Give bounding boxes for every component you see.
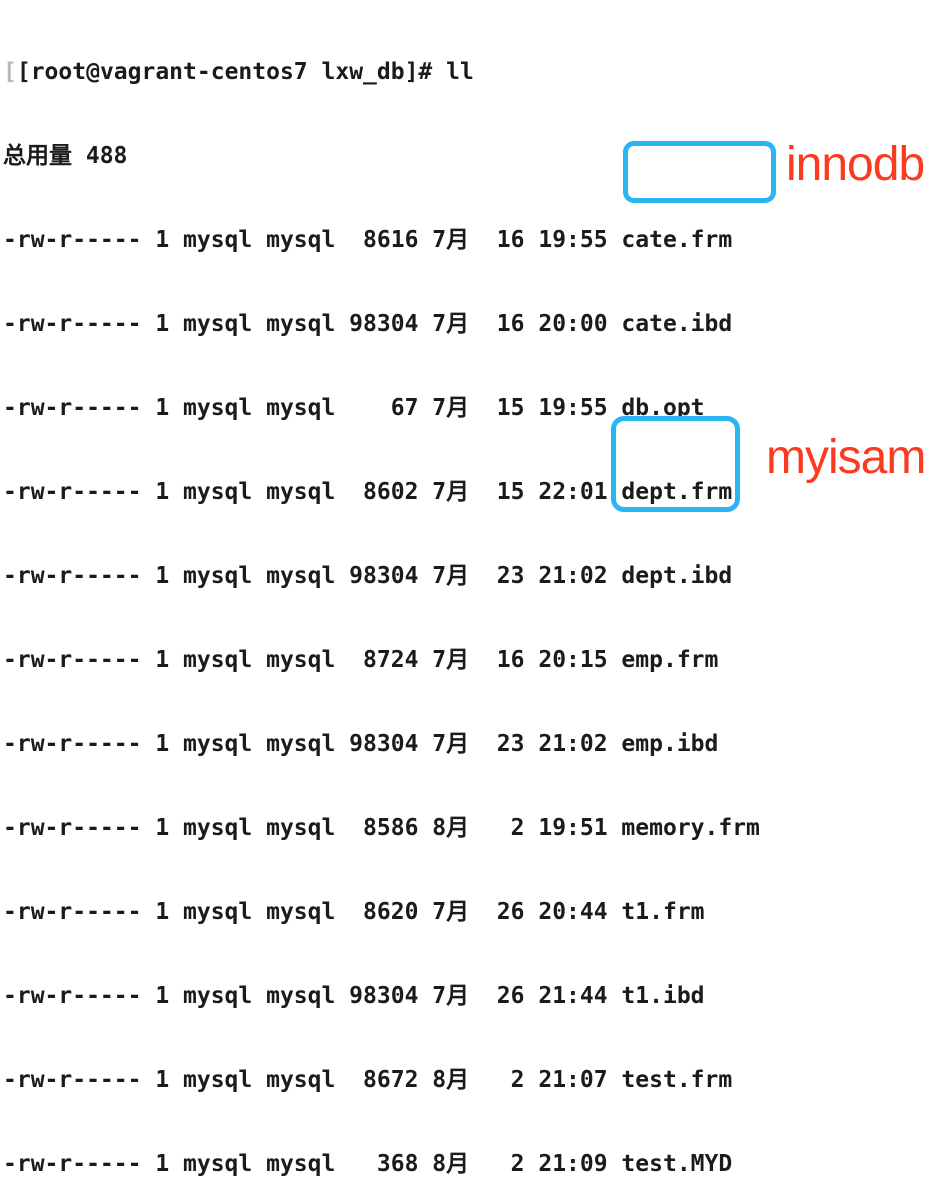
myisam-annotation-label: myisam xyxy=(766,431,926,484)
file-row: -rw-r----- 1 mysql mysql 98304 7月 23 21:… xyxy=(3,562,934,590)
file-row: -rw-r----- 1 mysql mysql 8620 7月 26 20:4… xyxy=(3,898,934,926)
shell-prompt-line: [[root@vagrant-centos7 lxw_db]# ll xyxy=(3,58,934,86)
line-text: -rw-r----- 1 mysql mysql 8724 7月 16 20:1… xyxy=(3,647,719,673)
file-row: -rw-r----- 1 mysql mysql 67 7月 15 19:55 … xyxy=(3,394,934,422)
file-row: -rw-r----- 1 mysql mysql 8616 7月 16 19:5… xyxy=(3,226,934,254)
innodb-annotation-label: innodb xyxy=(786,138,925,191)
line-text: -rw-r----- 1 mysql mysql 8620 7月 26 20:4… xyxy=(3,899,705,925)
line-text: -rw-r----- 1 mysql mysql 67 7月 15 19:55 … xyxy=(3,395,705,421)
file-row: -rw-r----- 1 mysql mysql 368 8月 2 21:09 … xyxy=(3,1150,934,1178)
myisam-highlight-box xyxy=(611,416,740,512)
line-text: -rw-r----- 1 mysql mysql 98304 7月 23 21:… xyxy=(3,731,719,757)
line-text: -rw-r----- 1 mysql mysql 8672 8月 2 21:07… xyxy=(3,1067,733,1093)
file-row: -rw-r----- 1 mysql mysql 8586 8月 2 19:51… xyxy=(3,814,934,842)
line-text: -rw-r----- 1 mysql mysql 98304 7月 16 20:… xyxy=(3,311,733,337)
file-row: -rw-r----- 1 mysql mysql 8672 8月 2 21:07… xyxy=(3,1066,934,1094)
line-text: -rw-r----- 1 mysql mysql 98304 7月 23 21:… xyxy=(3,563,733,589)
file-row: -rw-r----- 1 mysql mysql 8602 7月 15 22:0… xyxy=(3,478,934,506)
file-row: -rw-r----- 1 mysql mysql 98304 7月 23 21:… xyxy=(3,730,934,758)
line-text: -rw-r----- 1 mysql mysql 8586 8月 2 19:51… xyxy=(3,815,760,841)
total-line: 总用量 488 xyxy=(3,142,934,170)
innodb-highlight-box xyxy=(623,141,776,203)
line-text: -rw-r----- 1 mysql mysql 98304 7月 26 21:… xyxy=(3,983,705,1009)
line-text: [root@vagrant-centos7 lxw_db]# ll xyxy=(16,59,474,85)
line-text: 总用量 488 xyxy=(3,143,128,169)
file-row: -rw-r----- 1 mysql mysql 8724 7月 16 20:1… xyxy=(3,646,934,674)
file-row: -rw-r----- 1 mysql mysql 98304 7月 26 21:… xyxy=(3,982,934,1010)
line-text: -rw-r----- 1 mysql mysql 8616 7月 16 19:5… xyxy=(3,227,733,253)
file-row: -rw-r----- 1 mysql mysql 98304 7月 16 20:… xyxy=(3,310,934,338)
line-text: -rw-r----- 1 mysql mysql 368 8月 2 21:09 … xyxy=(3,1151,733,1177)
line-text: -rw-r----- 1 mysql mysql 8602 7月 15 22:0… xyxy=(3,479,733,505)
line-start-bracket: [ xyxy=(3,59,17,85)
